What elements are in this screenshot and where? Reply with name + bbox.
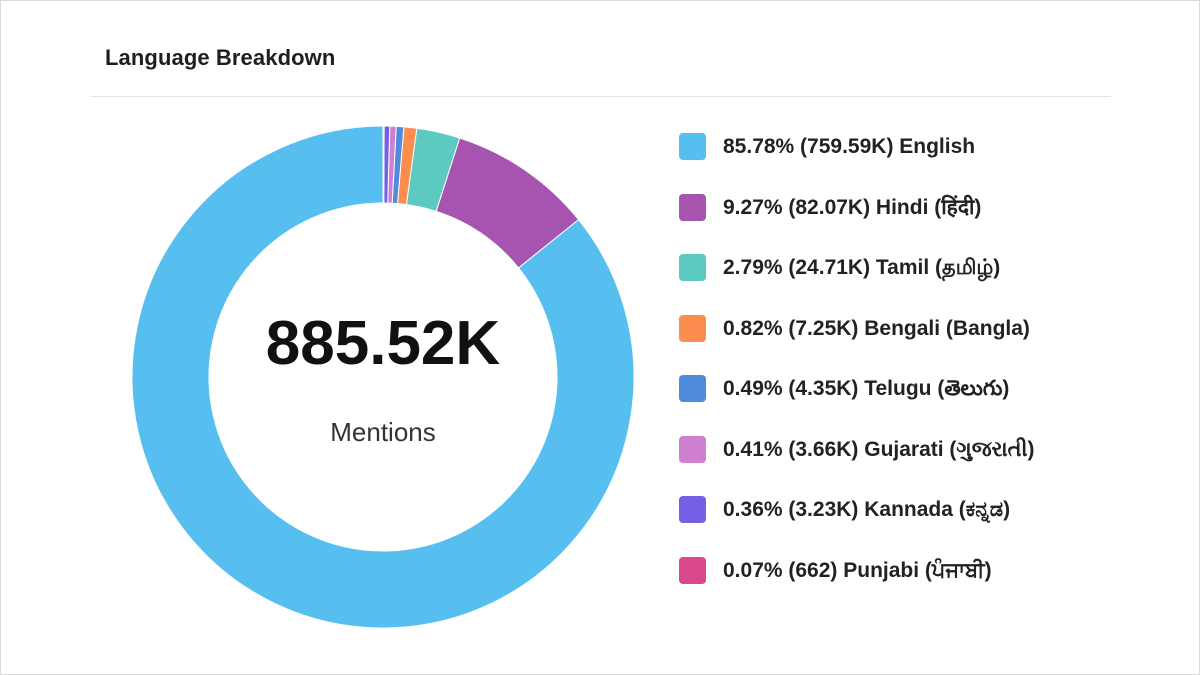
legend-item[interactable]: 0.07% (662) Punjabi (ਪੰਜਾਬੀ) [679,555,1035,616]
legend-label: 0.49% (4.35K) Telugu (తెలుగు) [723,377,1010,400]
donut-slice-1[interactable] [131,125,635,629]
donut-chart [131,125,635,629]
legend-swatch [679,314,706,342]
legend-label: 0.82% (7.25K) Bengali (Bangla) [723,316,1030,340]
legend-swatch [679,496,706,523]
legend-label: 2.79% (24.71K) Tamil (தமிழ்) [723,256,1001,279]
legend-item[interactable]: 0.36% (3.23K) Kannada (ಕನ್ನಡ) [679,494,1035,555]
chart-legend: 85.78% (759.59K) English 9.27% (82.07K) H… [679,131,1035,615]
legend-swatch [679,375,706,402]
legend-swatch [679,435,706,463]
legend-label: 9.27% (82.07K) Hindi (हिंदी) [723,195,982,219]
legend-item[interactable]: 0.82% (7.25K) Bengali (Bangla) [679,313,1035,374]
legend-swatch [679,193,706,221]
legend-item[interactable]: 0.41% (3.66K) Gujarati (ગુજરાતી) [679,434,1035,495]
legend-label: 0.36% (3.23K) Kannada (ಕನ್ನಡ) [723,498,1011,521]
card-title: Language Breakdown [105,45,336,70]
legend-label: 0.07% (662) Punjabi (ਪੰਜਾਬੀ) [723,558,992,582]
legend-swatch [679,556,706,584]
legend-item[interactable]: 9.27% (82.07K) Hindi (हिंदी) [679,192,1035,253]
donut-slice-8[interactable] [382,125,385,204]
legend-swatch [679,254,706,281]
total-mentions-value: 885.52K [265,309,501,378]
legend-label: 85.78% (759.59K) English [723,135,976,158]
legend-item[interactable]: 2.79% (24.71K) Tamil (தமிழ்) [679,252,1035,313]
legend-item[interactable]: 0.49% (4.35K) Telugu (తెలుగు) [679,373,1035,434]
title-divider [91,96,1111,97]
legend-item[interactable]: 85.78% (759.59K) English [679,131,1035,192]
total-mentions-label: Mentions [330,417,436,447]
legend-label: 0.41% (3.66K) Gujarati (ગુજરાતી) [723,437,1035,461]
legend-swatch [679,133,706,160]
